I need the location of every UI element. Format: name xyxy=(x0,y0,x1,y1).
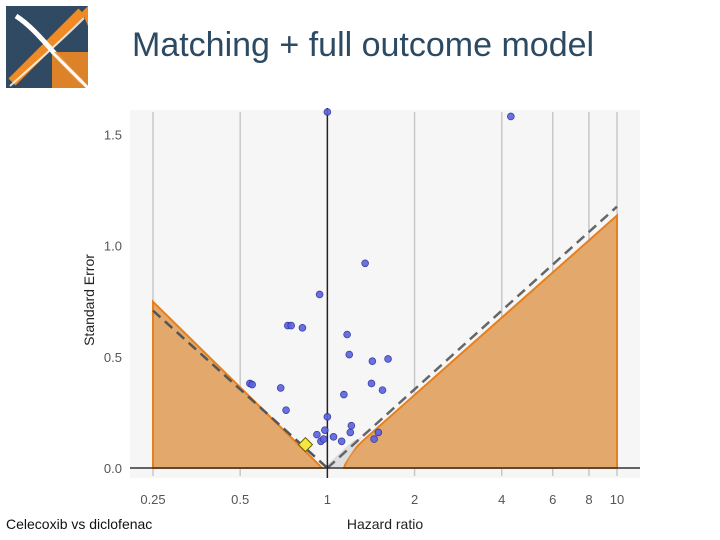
negative-control-point xyxy=(319,435,328,443)
negative-control-point xyxy=(507,112,515,121)
y-tick-label: 1.5 xyxy=(104,127,122,142)
x-tick-label: 10 xyxy=(610,492,624,507)
right-dashed-boundary xyxy=(326,205,618,469)
negative-control-point xyxy=(321,426,329,434)
x-tick-label: 8 xyxy=(585,492,592,507)
negative-control-point xyxy=(248,380,256,389)
negative-control-point xyxy=(329,433,338,441)
x-tick-label: 6 xyxy=(549,492,556,507)
negative-control-point xyxy=(367,379,376,388)
negative-control-point xyxy=(287,321,295,330)
y-tick-label: 1.0 xyxy=(104,239,122,254)
negative-control-point xyxy=(340,390,348,399)
slide-title: Matching + full outcome model xyxy=(132,26,595,64)
negative-control-point xyxy=(282,406,290,414)
left-dashed-boundary xyxy=(152,309,329,469)
x-tick-label: 0.25 xyxy=(140,492,165,507)
negative-control-point xyxy=(315,290,324,299)
negative-control-point xyxy=(368,357,377,366)
negative-control-point xyxy=(347,421,356,430)
negative-control-point xyxy=(313,430,321,439)
x-axis-label: Hazard ratio xyxy=(347,516,423,532)
x-tick-label: 1 xyxy=(324,492,331,507)
negative-control-point xyxy=(370,435,378,443)
negative-control-point xyxy=(378,386,387,394)
estimate-diamond xyxy=(297,436,314,453)
y-tick-label: 0.5 xyxy=(104,350,122,365)
y-axis-label: Standard Error xyxy=(81,254,97,346)
negative-control-point xyxy=(361,259,369,268)
right-calibrated-area xyxy=(342,213,618,469)
negative-control-point xyxy=(346,428,355,437)
negative-control-point xyxy=(323,108,332,116)
x-tick-label: 4 xyxy=(498,492,505,507)
calibration-areas xyxy=(130,108,640,478)
x-tick-label: 0.5 xyxy=(231,492,249,507)
negative-control-points xyxy=(246,108,515,453)
negative-control-point xyxy=(276,384,285,392)
negative-control-point xyxy=(343,330,351,339)
comparison-caption: Celecoxib vs diclofenac xyxy=(6,516,153,532)
negative-control-point xyxy=(384,355,392,363)
y-tick-label: 0.0 xyxy=(104,461,122,476)
negative-control-point xyxy=(345,350,354,359)
x-tick-label: 2 xyxy=(411,492,418,507)
negative-control-point xyxy=(374,428,383,437)
negative-control-point xyxy=(323,413,332,421)
negative-control-point xyxy=(298,324,307,332)
tick-labels: 0.25 0.5 1 2 4 6 8 10 0.0 0.5 1.0 1.5 xyxy=(104,127,624,507)
ohdsi-logo xyxy=(6,6,88,88)
negative-control-point xyxy=(337,437,346,446)
